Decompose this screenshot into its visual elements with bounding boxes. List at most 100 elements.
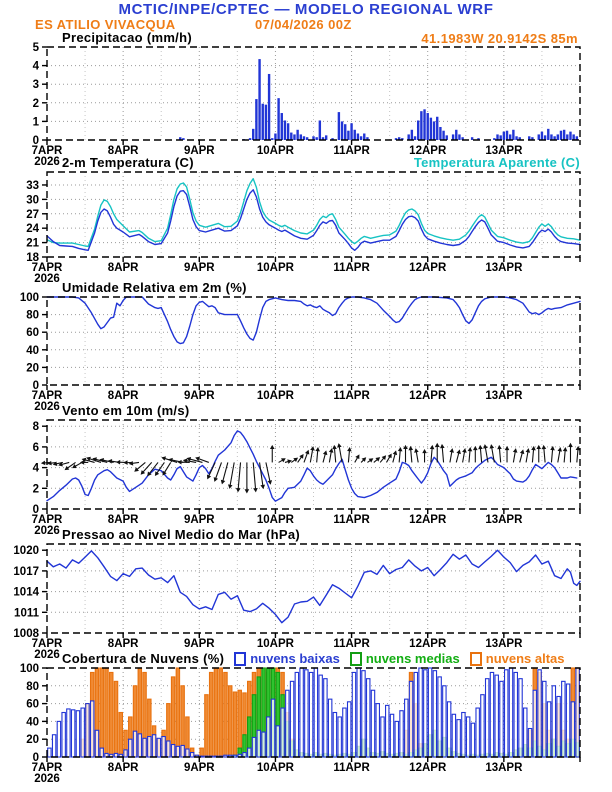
svg-text:10APR: 10APR [257,514,295,526]
svg-text:13APR: 13APR [485,638,523,650]
station-coordinates: 41.1983W 20.9142S 85m [421,31,578,46]
svg-text:1008: 1008 [13,628,39,640]
svg-text:13APR: 13APR [485,145,523,157]
svg-text:3: 3 [33,79,39,91]
svg-text:27: 27 [26,209,39,221]
svg-text:12APR: 12APR [409,145,447,157]
legend-item-low-clouds: nuvens baixas [234,651,340,666]
svg-text:60: 60 [26,327,39,339]
svg-text:2026: 2026 [34,525,60,537]
svg-text:0: 0 [33,135,39,147]
station-name: ES ATILIO VIVACQUA [35,17,176,32]
svg-text:8APR: 8APR [108,762,139,774]
high-clouds-swatch-icon [469,651,482,666]
svg-text:10APR: 10APR [257,145,295,157]
svg-text:100: 100 [20,292,39,304]
svg-text:80: 80 [26,681,39,693]
svg-text:6: 6 [33,442,39,454]
svg-text:2026: 2026 [34,273,60,285]
svg-text:9APR: 9APR [184,390,215,402]
svg-text:60: 60 [26,699,39,711]
svg-text:9APR: 9APR [184,262,215,274]
legend-item-mid-clouds: nuvens medias [349,651,460,666]
model-title: MCTIC/INPE/CPTEC — MODELO REGIONAL WRF [118,1,494,18]
svg-text:1020: 1020 [13,545,39,557]
svg-text:20: 20 [26,734,39,746]
legend-label-high-clouds: nuvens altas [485,651,565,666]
svg-text:0: 0 [33,504,39,516]
svg-text:80: 80 [26,310,39,322]
svg-text:100: 100 [20,663,39,675]
apparent-temperature-label: Temperatura Aparente (C) [413,155,580,170]
svg-text:11APR: 11APR [333,762,370,774]
svg-text:12APR: 12APR [409,390,447,402]
panel-title-wind: Vento em 10m (m/s) [62,403,190,418]
svg-text:2: 2 [33,98,39,110]
svg-text:9APR: 9APR [184,514,215,526]
run-datetime: 07/04/2026 00Z [255,17,352,32]
svg-text:2026: 2026 [34,401,60,413]
panel-title-cloud-cover: Cobertura de Nuvens (%) [62,651,225,666]
panel-title-precipitation: Precipitacao (mm/h) [62,30,192,45]
svg-text:30: 30 [26,194,39,206]
svg-text:10APR: 10APR [257,390,295,402]
svg-text:8: 8 [33,421,40,433]
svg-text:4: 4 [33,61,40,73]
mid-clouds-swatch-icon [349,651,362,666]
svg-text:8APR: 8APR [108,262,139,274]
svg-text:2026: 2026 [34,649,60,661]
svg-text:1017: 1017 [13,566,39,578]
svg-text:11APR: 11APR [333,262,370,274]
svg-text:13APR: 13APR [485,514,523,526]
legend-label-mid-clouds: nuvens medias [365,651,460,666]
svg-text:2026: 2026 [34,156,60,168]
svg-text:0: 0 [33,380,39,392]
svg-text:33: 33 [26,180,39,192]
svg-text:1014: 1014 [13,587,39,599]
svg-text:5: 5 [33,42,40,54]
svg-text:11APR: 11APR [333,390,370,402]
svg-text:40: 40 [26,716,39,728]
svg-text:21: 21 [26,238,39,250]
svg-text:8APR: 8APR [108,145,139,157]
svg-text:9APR: 9APR [184,638,215,650]
svg-text:24: 24 [26,223,39,235]
svg-text:7APR: 7APR [32,390,63,402]
svg-text:10APR: 10APR [257,638,295,650]
svg-text:12APR: 12APR [409,762,447,774]
svg-text:0: 0 [33,752,39,764]
svg-text:13APR: 13APR [485,262,523,274]
svg-text:13APR: 13APR [485,390,523,402]
svg-text:18: 18 [26,252,39,264]
svg-text:7APR: 7APR [32,262,63,274]
svg-text:12APR: 12APR [409,262,447,274]
svg-text:1: 1 [33,116,40,128]
svg-text:20: 20 [26,362,39,374]
svg-text:10APR: 10APR [257,762,295,774]
panel-title-humidity: Umidade Relativa em 2m (%) [62,280,247,295]
svg-text:8APR: 8APR [108,514,139,526]
cloud-cover-legend: Cobertura de Nuvens (%) nuvens baixas nu… [62,651,580,666]
low-clouds-swatch-icon [234,651,247,666]
svg-text:11APR: 11APR [333,514,370,526]
svg-text:11APR: 11APR [333,638,370,650]
svg-text:7APR: 7APR [32,638,63,650]
svg-text:2026: 2026 [34,773,60,785]
svg-text:8APR: 8APR [108,390,139,402]
panel-title-pressure: Pressao ao Nivel Medio do Mar (hPa) [62,527,301,542]
svg-text:9APR: 9APR [184,145,215,157]
svg-text:4: 4 [33,463,40,475]
svg-text:40: 40 [26,345,39,357]
svg-text:7APR: 7APR [32,145,63,157]
svg-text:13APR: 13APR [485,762,523,774]
svg-text:2: 2 [33,483,39,495]
svg-text:8APR: 8APR [108,638,139,650]
svg-text:12APR: 12APR [409,514,447,526]
svg-text:7APR: 7APR [32,762,63,774]
legend-label-low-clouds: nuvens baixas [250,651,340,666]
svg-text:1011: 1011 [14,607,40,619]
panel-title-temperature: 2-m Temperatura (C) [62,155,194,170]
svg-text:10APR: 10APR [257,262,295,274]
